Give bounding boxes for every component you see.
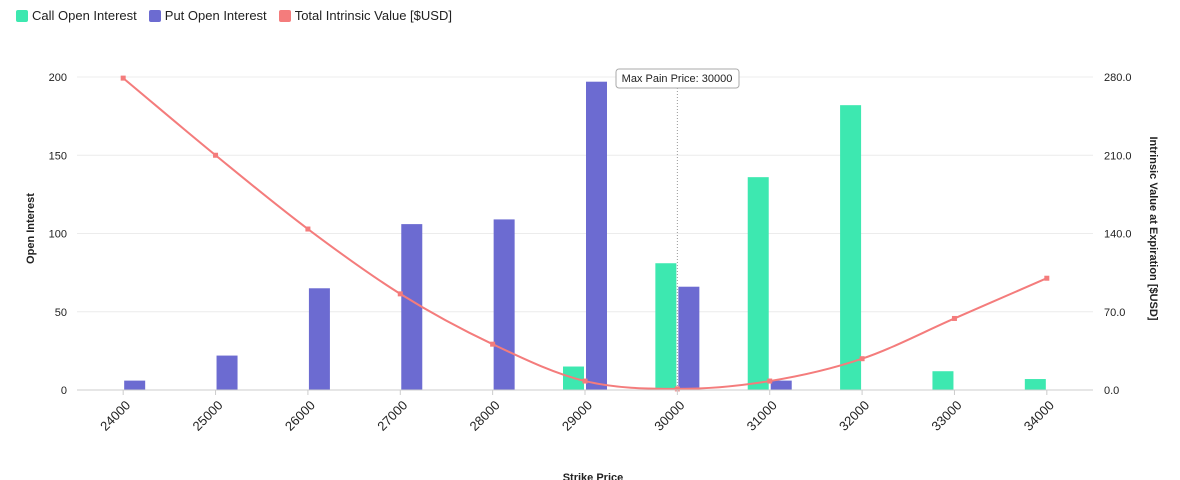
y2-tick-label: 70.0 bbox=[1104, 307, 1125, 319]
put-oi-bar bbox=[586, 81, 607, 390]
y2-tick-label: 210.0 bbox=[1104, 150, 1132, 162]
x-tick-label: 33000 bbox=[928, 398, 964, 434]
call-oi-bar bbox=[655, 263, 677, 390]
legend-swatch-intrinsic bbox=[278, 9, 291, 22]
y-tick-label: 100 bbox=[49, 229, 67, 241]
put-oi-bar bbox=[216, 355, 238, 390]
legend-label-put: Put Open Interest bbox=[164, 8, 267, 23]
call-oi-bar bbox=[840, 105, 862, 391]
x-tick-label: 31000 bbox=[744, 398, 780, 434]
bars-group bbox=[124, 81, 1046, 391]
intrinsic-value-point bbox=[305, 226, 311, 232]
intrinsic-value-point bbox=[674, 386, 680, 392]
grid-lines bbox=[77, 76, 1093, 391]
call-oi-bar bbox=[747, 177, 769, 390]
chart-legend: Call Open Interest Put Open Interest Tot… bbox=[16, 8, 452, 23]
legend-item-put[interactable]: Put Open Interest bbox=[148, 8, 267, 23]
x-tick-label: 25000 bbox=[189, 398, 225, 434]
y2-axis-title: Intrinsic Value at Expiration [$USD] bbox=[1147, 137, 1159, 321]
x-tick-label: 24000 bbox=[97, 398, 133, 434]
x-tick-label: 34000 bbox=[1021, 398, 1057, 434]
legend-item-intrinsic[interactable]: Total Intrinsic Value [$USD] bbox=[278, 8, 452, 23]
intrinsic-value-point bbox=[213, 152, 219, 158]
y-tick-label: 0 bbox=[61, 385, 67, 397]
x-tick-label: 28000 bbox=[467, 398, 503, 434]
intrinsic-value-point bbox=[859, 356, 865, 362]
x-tick-label: 30000 bbox=[651, 398, 687, 434]
put-oi-bar bbox=[493, 219, 515, 390]
x-tick-label: 26000 bbox=[282, 398, 318, 434]
put-oi-bar bbox=[678, 286, 700, 390]
max-pain-marker: Max Pain Price: 30000 bbox=[615, 68, 740, 390]
call-oi-bar bbox=[1024, 379, 1046, 390]
max-pain-label: Max Pain Price: 30000 bbox=[622, 73, 733, 85]
intrinsic-value-point bbox=[490, 341, 496, 347]
legend-label-call: Call Open Interest bbox=[32, 8, 137, 23]
intrinsic-line-group bbox=[120, 75, 1050, 392]
intrinsic-value-point bbox=[767, 378, 773, 384]
x-tick-label: 27000 bbox=[374, 398, 410, 434]
legend-swatch-call bbox=[16, 9, 28, 22]
legend-label-intrinsic: Total Intrinsic Value [$USD] bbox=[294, 8, 452, 23]
y-axis-title: Open Interest bbox=[25, 193, 37, 264]
y-tick-label: 50 bbox=[55, 307, 67, 319]
intrinsic-value-point bbox=[1044, 275, 1050, 281]
y-tick-label: 150 bbox=[49, 150, 67, 162]
call-oi-bar bbox=[932, 371, 954, 390]
x-tick-label: 32000 bbox=[836, 398, 872, 434]
put-oi-bar bbox=[124, 380, 146, 390]
y2-tick-label: 280.0 bbox=[1104, 72, 1132, 84]
put-oi-bar bbox=[401, 224, 423, 390]
legend-swatch-put bbox=[148, 9, 161, 22]
legend-item-call[interactable]: Call Open Interest bbox=[16, 8, 137, 23]
put-oi-bar bbox=[770, 380, 792, 390]
intrinsic-value-point bbox=[120, 75, 126, 81]
x-tick-label: 29000 bbox=[559, 398, 595, 434]
intrinsic-value-point bbox=[951, 315, 957, 321]
max-pain-label-box bbox=[615, 68, 740, 89]
y-tick-label: 200 bbox=[49, 72, 67, 84]
y2-tick-label: 140.0 bbox=[1104, 229, 1132, 241]
intrinsic-value-point bbox=[582, 378, 588, 384]
x-axis-title: Strike Price bbox=[563, 472, 624, 480]
intrinsic-value-point bbox=[397, 291, 403, 297]
put-oi-bar bbox=[308, 288, 330, 390]
y2-tick-label: 0.0 bbox=[1104, 385, 1119, 397]
